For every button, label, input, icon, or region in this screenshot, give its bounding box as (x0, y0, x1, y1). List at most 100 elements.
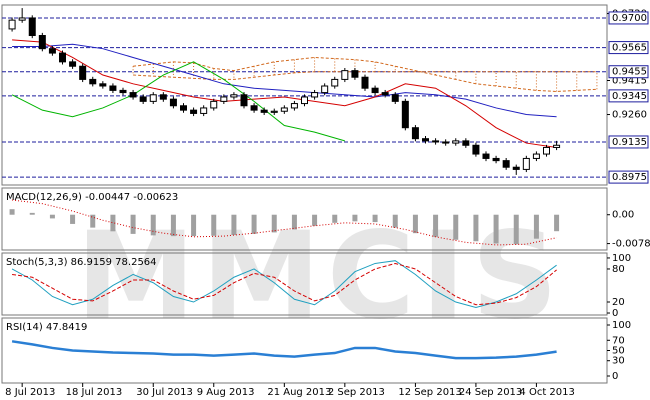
x-tick-label: 4 Oct 2013 (519, 387, 574, 398)
histogram-bar (9, 209, 15, 215)
candle-body (230, 94, 238, 98)
pane-frame (1, 252, 608, 316)
x-tick-label: 21 Aug 2013 (267, 387, 331, 398)
candle-body (79, 65, 87, 80)
candle-body (99, 83, 107, 87)
y-tick-label: 30 (612, 356, 625, 367)
level-label-box (608, 11, 649, 25)
y-tick-label: 0.9415 (612, 76, 647, 87)
pane-title: MACD(12,26,9) -0.00447 -0.00623 (6, 192, 178, 203)
pane-title: RSI(14) 47.8419 (6, 322, 87, 333)
histogram-bar (513, 214, 519, 245)
indicator-line (12, 199, 557, 246)
candle-body (8, 19, 16, 30)
histogram-bar (251, 214, 257, 234)
y-tick-label: 0 (612, 371, 618, 382)
candle-body (422, 138, 429, 142)
candle-body (432, 140, 440, 143)
level-label: 0.9345 (612, 91, 647, 102)
candle-body (502, 160, 510, 168)
histogram-bar (90, 214, 96, 228)
candle-body (200, 107, 208, 114)
y-tick-label: 20 (612, 297, 625, 308)
candle-body (462, 140, 470, 146)
x-tick-label: 12 Sep 2013 (398, 387, 461, 398)
candle-body (139, 96, 147, 102)
histogram-bar (392, 214, 398, 228)
histogram-bar (352, 214, 358, 222)
y-tick-label: -0.00783 (612, 239, 650, 250)
candle-body (351, 70, 359, 78)
histogram-bar (231, 214, 237, 235)
level-label: 0.9700 (612, 13, 647, 24)
indicator-line (11, 61, 345, 142)
candle-body (220, 96, 228, 102)
histogram-bar (29, 212, 35, 215)
level-label: 0.9565 (612, 43, 647, 54)
candle-body (149, 94, 157, 102)
candle-body (109, 85, 117, 91)
level-label-box (608, 170, 649, 184)
candle-body (543, 146, 550, 155)
candle-body (89, 78, 97, 85)
histogram-bar (150, 214, 156, 236)
pane-frame (1, 187, 608, 251)
y-tick-label: 100 (612, 253, 631, 264)
candle-body (411, 127, 419, 140)
candle-body (522, 157, 530, 170)
y-tick-label: 0.00 (612, 210, 634, 221)
x-tick-label: 18 Jul 2013 (66, 387, 123, 398)
candle-body (159, 94, 167, 100)
histogram-bar (453, 214, 459, 240)
x-tick-label: 9 Aug 2013 (197, 387, 255, 398)
histogram-bar (211, 214, 217, 236)
candle-body (311, 92, 319, 98)
candle-body (270, 110, 278, 113)
histogram-bar (49, 214, 55, 219)
histogram-bar (372, 214, 378, 223)
level-label: 0.9135 (612, 137, 647, 148)
candle-body (512, 166, 520, 170)
candle-body (48, 48, 56, 54)
candle-body (38, 35, 46, 50)
candle-body (240, 94, 248, 107)
candle-body (472, 144, 480, 155)
histogram-bar (130, 214, 136, 234)
histogram-bar (412, 214, 418, 234)
pane-title: Stoch(5,3,3) 86.9159 78.2564 (6, 257, 157, 268)
indicator-line (11, 260, 557, 309)
candle-body (260, 109, 268, 113)
candle-body (381, 92, 389, 96)
candle-body (169, 98, 177, 107)
y-tick-label: 0 (612, 308, 618, 319)
histogram-bar (170, 214, 176, 237)
histogram-bar (554, 214, 560, 232)
level-label-box (608, 41, 649, 55)
candle-body (301, 96, 308, 105)
level-label: 0.9455 (612, 67, 647, 78)
x-tick-label: 30 Jul 2013 (136, 387, 193, 398)
candle-body (492, 157, 500, 162)
candle-body (482, 153, 490, 159)
y-tick-label: 70 (612, 335, 625, 346)
candle-body (331, 78, 339, 87)
candle-body (452, 140, 460, 144)
candle-body (250, 105, 258, 111)
candle-body (361, 76, 369, 89)
candle-body (59, 52, 66, 63)
candle-body (280, 107, 288, 112)
candle-body (341, 70, 349, 80)
histogram-bar (473, 214, 479, 242)
level-label-box (608, 89, 649, 103)
x-tick-label: 24 Sep 2013 (459, 387, 522, 398)
histogram-bar (433, 214, 439, 237)
candle-body (28, 17, 36, 37)
candle-body (401, 100, 409, 129)
candle-body (321, 85, 329, 94)
candle-body (180, 105, 187, 111)
histogram-bar (110, 214, 116, 232)
x-tick-label: 2 Sep 2013 (328, 387, 385, 398)
candle-body (129, 92, 137, 98)
indicator-line (11, 340, 557, 360)
